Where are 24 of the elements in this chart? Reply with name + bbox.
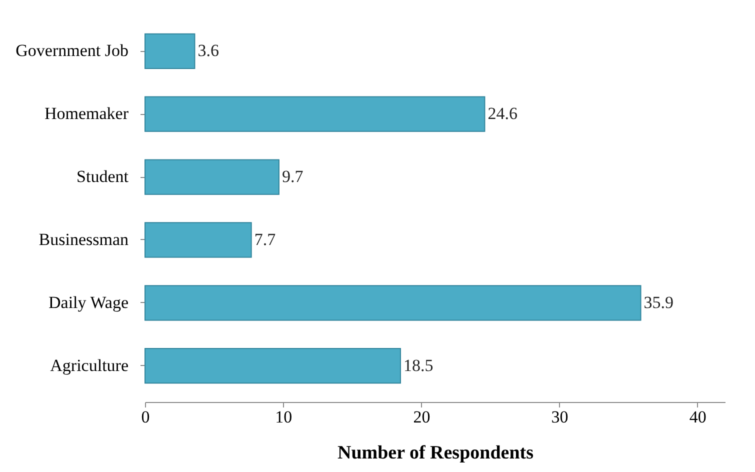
x-tick-label: 10	[275, 408, 292, 426]
y-tick-label: Government Job	[16, 41, 128, 60]
y-tick-label: Daily Wage	[48, 292, 128, 312]
y-tick-label: Agriculture	[50, 356, 128, 375]
bar	[144, 285, 642, 321]
bar	[144, 348, 401, 384]
bar	[144, 33, 196, 69]
data-label: 18.5	[403, 356, 434, 375]
bar	[144, 222, 252, 258]
bar	[144, 159, 280, 195]
data-label: 3.6	[198, 41, 219, 60]
x-axis-title: Number of Respondents	[337, 442, 534, 464]
data-label: 9.7	[282, 167, 304, 186]
x-tick-label: 30	[551, 408, 568, 426]
x-tick-label: 0	[141, 408, 150, 426]
data-label: 35.9	[644, 292, 674, 312]
x-tick-label: 20	[413, 408, 430, 426]
y-tick-label: Businessman	[38, 230, 129, 249]
x-tick-label: 40	[689, 408, 706, 426]
bar	[144, 96, 486, 132]
y-tick-label: Student	[76, 167, 129, 186]
y-tick-label: Homemaker	[44, 104, 129, 124]
data-label: 24.6	[488, 104, 518, 124]
data-label: 7.7	[254, 230, 276, 249]
